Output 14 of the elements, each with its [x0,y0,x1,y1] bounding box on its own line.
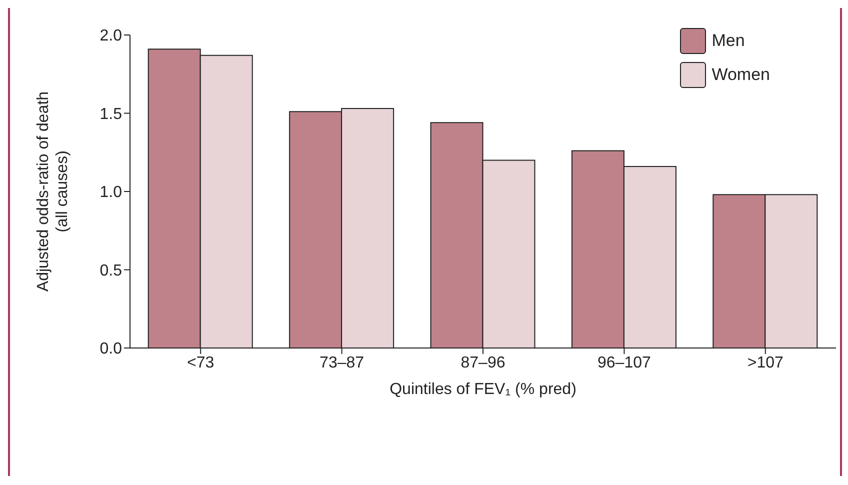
x-tick-label: 73–87 [320,354,364,372]
y-tick-label: 0.5 [100,262,122,280]
x-tick-label: <73 [187,354,214,372]
y-tick-label: 1.0 [100,184,122,202]
y-axis-title: Adjusted odds-ratio of death (all causes) [35,91,71,292]
y-tick-label: 2.0 [100,28,122,45]
y-tick-label: 1.5 [100,106,122,123]
x-tick-label: 87–96 [460,354,506,372]
legend-label: Women [712,65,770,85]
y-tick-label: 0.0 [100,340,122,358]
legend-label: Men [712,31,745,51]
x-axis-title: Quintiles of FEV₁ (% pred) [390,381,576,398]
x-tick-label: >107 [747,354,784,372]
x-tick-label: 96–107 [598,354,651,372]
